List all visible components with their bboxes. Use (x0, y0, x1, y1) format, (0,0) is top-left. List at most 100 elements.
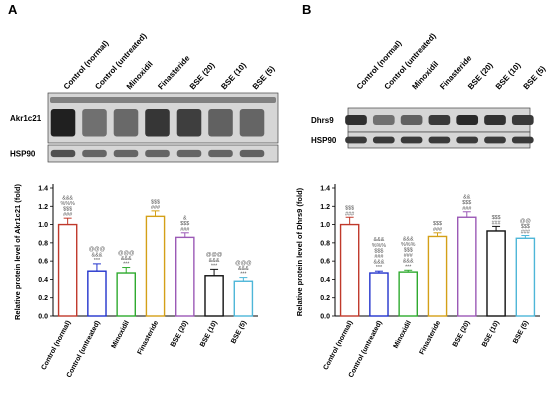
significance-label: @@@ (235, 260, 251, 266)
bar (339, 223, 360, 317)
blot-lane-label: Control (untreated) (383, 31, 438, 91)
blot-label: Dhrs9 (311, 116, 334, 125)
blot-band (82, 149, 107, 158)
bar (486, 230, 506, 317)
panel-letter: B (302, 2, 311, 17)
blot-band (113, 109, 139, 137)
significance-label: $$$ (374, 248, 383, 254)
y-tick-label: 0.8 (38, 240, 48, 247)
blot-band (428, 114, 451, 126)
bar (204, 275, 224, 317)
significance-label: ### (404, 253, 413, 259)
blot-band (345, 114, 367, 126)
x-tick-label: BSE (10) (481, 320, 501, 349)
x-tick-label: BSE (20) (452, 320, 472, 349)
y-tick-label: 1.4 (320, 186, 330, 193)
bar (233, 280, 254, 317)
significance-label: & (183, 216, 187, 222)
x-tick-label: Finasteride (419, 320, 443, 356)
blot-band (50, 149, 76, 158)
significance-label: %%% (372, 243, 387, 249)
blot-band (82, 109, 107, 137)
significance-label: $$$ (433, 221, 442, 227)
blot-label: Akr1c21 (10, 114, 42, 123)
significance-label: %%% (401, 242, 416, 248)
blot-band (208, 109, 233, 137)
bar (457, 216, 477, 317)
blot-lane-label: BSE (20) (466, 61, 495, 92)
y-tick-label: 0.0 (320, 314, 330, 321)
x-tick-label: Minoxidil (111, 320, 131, 350)
x-tick-label: Minoxidil (393, 320, 413, 350)
x-tick-label: BSE (10) (199, 320, 219, 349)
y-axis-label: Relative protein level of Dhrs9 (fold) (295, 187, 304, 316)
blot-band (145, 109, 170, 137)
blot-label: HSP90 (311, 136, 337, 145)
significance-label: ### (433, 227, 442, 233)
significance-label: *** (376, 265, 383, 271)
x-tick-label: Finasteride (137, 320, 161, 356)
blot-band (456, 114, 479, 126)
blot-band (484, 136, 506, 144)
y-axis-label: Relative protein level of Akr1c21 (fold) (13, 183, 22, 320)
blot-lane-label: BSE (5) (251, 64, 277, 91)
significance-label: $$$ (521, 224, 530, 230)
bar (427, 235, 448, 317)
blot-lane-label: BSE (5) (522, 64, 548, 91)
blot-band (372, 136, 395, 144)
blot-band (428, 136, 451, 144)
blot-band (400, 136, 423, 144)
x-tick-label: Control (untreated) (66, 320, 102, 379)
blot-band (484, 114, 506, 126)
significance-label: ### (492, 220, 501, 226)
y-tick-label: 0.4 (320, 277, 330, 284)
significance-label: ### (63, 212, 72, 218)
bar (87, 270, 107, 317)
significance-label: &&& (92, 252, 103, 258)
significance-label: @@@ (118, 250, 134, 256)
x-tick-label: BSE (5) (230, 320, 248, 345)
blot-band (145, 149, 170, 158)
significance-label: $$$ (180, 221, 189, 227)
x-tick-label: Control (untreated) (348, 320, 384, 379)
blot-band (239, 149, 265, 158)
significance-label: &&& (209, 258, 220, 264)
panel-letter: A (8, 2, 18, 17)
significance-label: @@@ (206, 252, 222, 258)
significance-label: *** (211, 263, 218, 269)
significance-label: $$$ (404, 247, 413, 253)
significance-label: $$$ (63, 207, 72, 213)
significance-label: ### (521, 230, 530, 236)
y-tick-label: 1.0 (320, 222, 330, 229)
significance-label: %%% (60, 201, 75, 207)
y-tick-label: 1.4 (38, 186, 48, 193)
x-tick-label: Control (normal) (40, 320, 72, 372)
y-tick-label: 1.2 (38, 204, 48, 211)
significance-label: $$$ (345, 206, 354, 212)
y-tick-label: 0.4 (38, 277, 48, 284)
blot-lane-label: BSE (10) (494, 61, 523, 92)
significance-label: ### (345, 211, 354, 217)
significance-label: && (463, 195, 471, 201)
blot-band (400, 114, 423, 126)
bar (145, 215, 166, 317)
bar (369, 272, 389, 317)
x-tick-label: BSE (5) (512, 320, 530, 345)
significance-label: *** (240, 272, 247, 278)
significance-label: $$$ (151, 199, 160, 205)
y-tick-label: 0.0 (38, 314, 48, 321)
significance-label: ### (374, 254, 383, 260)
bar (515, 237, 536, 317)
blot-band (511, 136, 534, 144)
blot-lane-label: Finasteride (156, 53, 192, 91)
significance-label: &&& (403, 236, 414, 242)
x-tick-label: BSE (20) (170, 320, 190, 349)
blot-band (372, 114, 395, 126)
blot-label: HSP90 (10, 150, 36, 159)
significance-label: *** (405, 264, 412, 270)
significance-label: @@@ (89, 247, 105, 253)
significance-label: &&& (374, 237, 385, 243)
x-tick-label: Control (normal) (322, 320, 354, 372)
